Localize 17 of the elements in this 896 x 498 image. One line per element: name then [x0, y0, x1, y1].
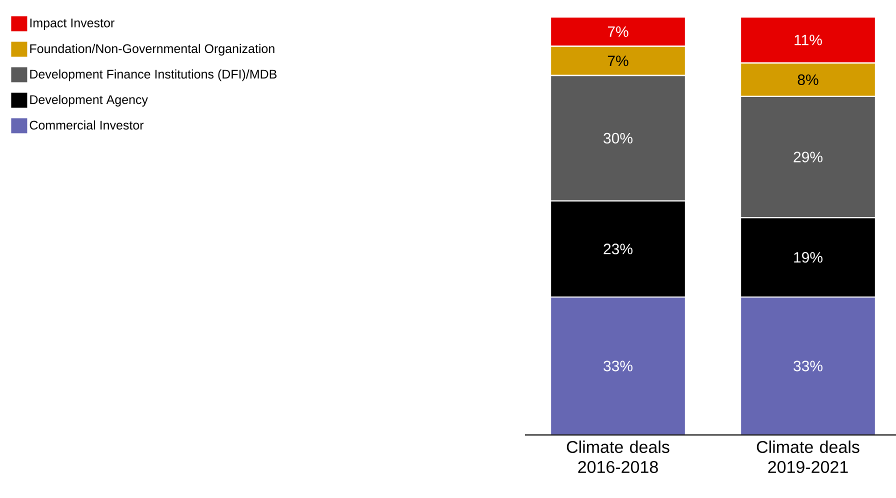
legend-label: Commercial Investor: [30, 120, 144, 130]
legend-label: Development Agency: [30, 94, 148, 107]
x-tick-label: Climate deals 2019-2021: [756, 440, 860, 474]
data-label: 33%: [604, 360, 632, 372]
data-label: 8%: [798, 74, 818, 85]
legend-label: Development Finance Institutions (DFI)/MDB: [30, 69, 277, 82]
x-tick-label: Climate deals 2016-2018: [566, 440, 670, 474]
data-label: 11%: [794, 34, 822, 46]
data-label: 19%: [794, 252, 822, 263]
data-label: 7%: [608, 26, 628, 37]
data-label: 29%: [794, 152, 822, 162]
legend-label: Foundation/Non-Governmental Organization: [30, 44, 274, 56]
data-label: 30%: [604, 132, 632, 144]
data-label: 33%: [794, 360, 822, 372]
data-label: 23%: [604, 244, 632, 254]
legend-label: Impact Investor: [30, 18, 114, 30]
data-label: 7%: [608, 56, 628, 66]
